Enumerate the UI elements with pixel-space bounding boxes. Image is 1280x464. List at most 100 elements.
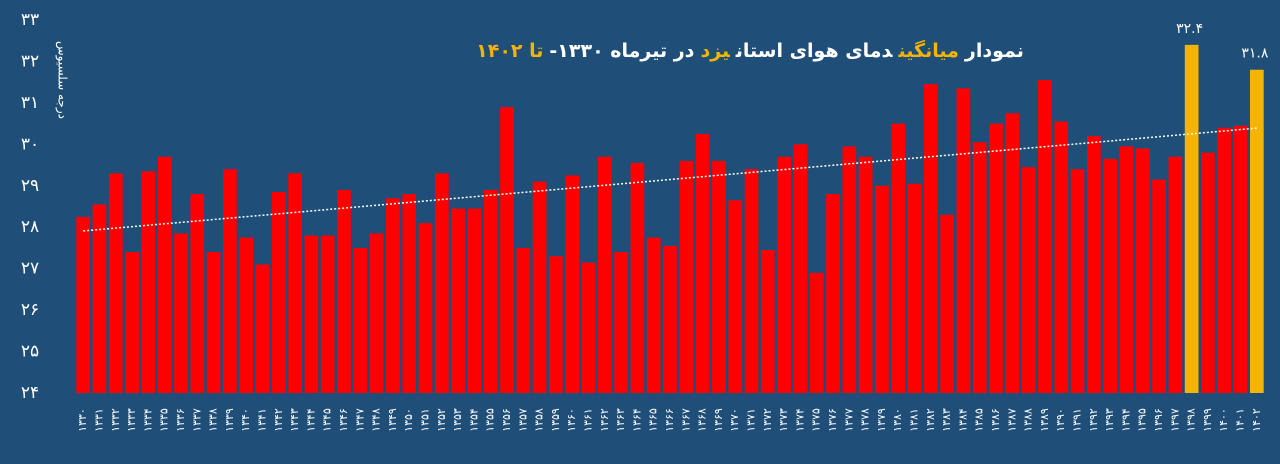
bar (826, 194, 840, 393)
bar (1184, 44, 1199, 393)
bar (434, 173, 449, 393)
bar (972, 142, 987, 393)
x-tick-label: ۱۳۵۴ (467, 408, 480, 432)
x-tick-label: ۱۳۶۹ (712, 408, 725, 432)
x-tick-label: ۱۳۵۹ (549, 408, 562, 432)
bar (1005, 113, 1020, 393)
x-tick-label: ۱۳۳۳ (125, 408, 138, 432)
x-tick-label: ۱۳۴۸ (370, 408, 383, 432)
x-tick-label: ۱۳۶۷ (679, 408, 692, 432)
bar (418, 223, 433, 393)
bar (206, 252, 221, 393)
bar (516, 247, 531, 393)
bar (532, 181, 547, 393)
bar (386, 198, 400, 393)
x-tick-label: ۱۳۵۰ (402, 408, 415, 432)
bar (858, 156, 873, 393)
x-tick-label: ۱۳۷۳ (777, 408, 790, 432)
y-tick-label: ۲۸ (21, 217, 39, 237)
bar (679, 160, 694, 393)
bar (320, 235, 335, 393)
bar (793, 144, 808, 393)
bar (1135, 148, 1150, 393)
x-tick-label: ۱۳۵۷ (516, 408, 529, 432)
x-tick-label: ۱۳۶۲ (598, 408, 611, 432)
bar (467, 208, 482, 393)
bar (1103, 158, 1117, 393)
bar (891, 123, 906, 393)
x-tick-label: ۱۳۴۷ (353, 408, 366, 432)
x-tick-label: ۱۳۷۷ (842, 408, 855, 432)
bar (190, 194, 205, 393)
x-tick-label: ۱۳۶۳ (614, 408, 627, 432)
x-tick-label: ۱۳۷۹ (875, 408, 888, 432)
x-tick-label: ۱۳۳۸ (207, 408, 220, 432)
bar (353, 247, 368, 393)
bar (549, 256, 563, 393)
x-tick-label: ۱۳۴۴ (304, 408, 317, 432)
bar (255, 264, 270, 393)
x-tick-label: ۱۳۷۲ (761, 408, 774, 432)
bar (923, 84, 938, 393)
x-tick-label: ۱۳۴۵ (321, 408, 334, 432)
x-tick-label: ۱۳۵۱ (418, 408, 431, 432)
bar (956, 88, 971, 393)
bar (728, 200, 743, 393)
x-tick-label: ۱۳۶۸ (696, 408, 709, 432)
bar (174, 233, 188, 393)
x-tick-label: ۱۳۸۴ (956, 408, 969, 432)
data-label: ۳۲.۴ (1176, 21, 1203, 37)
x-tick-label: ۱۳۷۱ (745, 408, 758, 432)
bar (369, 233, 384, 393)
bar (940, 214, 954, 393)
bar (1119, 146, 1134, 393)
bar (809, 272, 824, 393)
bar (76, 216, 90, 393)
bar (1152, 179, 1166, 393)
title-part: دمای هوای استان (735, 40, 893, 62)
bar (271, 191, 286, 393)
x-tick-label: ۱۳۶۶ (663, 408, 676, 432)
x-tick-label: ۱۳۷۴ (793, 408, 806, 432)
x-tick-label: ۱۳۵۵ (484, 408, 497, 432)
y-tick-label: ۲۵ (21, 342, 39, 362)
x-tick-label: ۱۳۸۳ (940, 408, 953, 432)
x-tick-label: ۱۳۴۰ (239, 408, 252, 432)
x-tick-label: ۱۳۳۹ (223, 408, 236, 432)
x-tick-label: ۱۳۳۷ (190, 408, 203, 432)
x-tick-label: ۱۳۸۲ (924, 408, 937, 432)
bar (92, 204, 107, 393)
x-tick-label: ۱۳۶۰ (565, 408, 578, 432)
x-tick-label: ۱۳۷۵ (810, 408, 823, 432)
bar (1250, 69, 1264, 393)
bar (760, 250, 775, 393)
bar (663, 245, 677, 393)
bar (1233, 125, 1248, 393)
x-tick-label: ۱۳۸۷ (1005, 408, 1018, 432)
x-tick-label: ۱۳۸۶ (989, 408, 1002, 432)
chart-title: نمودارمیانگیندمای هوای استانیزددر تیرماه… (440, 40, 1060, 62)
bar (1070, 169, 1085, 393)
y-tick-label: ۳۰ (21, 134, 39, 154)
bar (712, 160, 726, 393)
bar (744, 169, 759, 393)
y-tick-label: ۲۹ (21, 176, 39, 196)
x-tick-label: ۱۳۴۲ (272, 408, 285, 432)
x-tick-label: ۱۴۰۰ (1217, 408, 1230, 432)
x-tick-label: ۱۳۳۵ (158, 408, 171, 432)
x-tick-label: ۱۳۷۰ (728, 408, 741, 432)
x-tick-label: ۱۳۳۲ (109, 408, 122, 432)
bar (402, 194, 417, 393)
x-tick-label: ۱۳۴۱ (255, 408, 268, 432)
bar (695, 133, 710, 393)
bar (337, 189, 351, 393)
bar (1201, 152, 1215, 393)
x-tick-label: ۱۳۵۳ (451, 408, 464, 432)
trend-line (83, 127, 1257, 232)
x-tick-label: ۱۳۹۰ (1054, 408, 1067, 432)
y-tick-label: ۳۱ (21, 93, 39, 113)
x-tick-label: ۱۳۹۹ (1201, 408, 1214, 432)
bar (907, 183, 922, 393)
x-tick-label: ۱۴۰۱ (1234, 408, 1247, 432)
bar (1086, 136, 1101, 394)
